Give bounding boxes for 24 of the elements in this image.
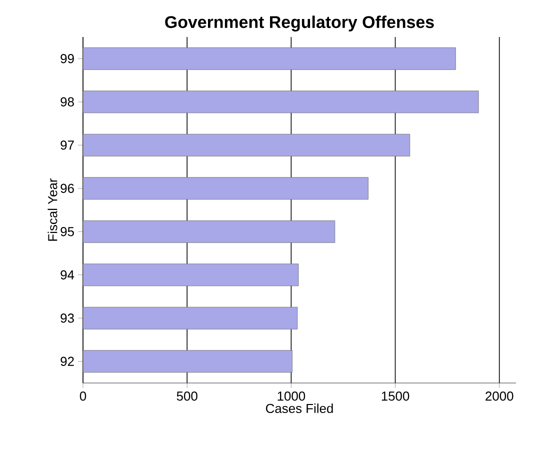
x-tick-label: 1500	[382, 392, 410, 401]
bar	[83, 220, 336, 243]
x-tick-label: 2000	[486, 392, 514, 401]
y-tick-label: 98	[60, 97, 74, 106]
y-tick-label: 94	[60, 270, 74, 280]
bar	[83, 350, 292, 373]
y-tick-label: 92	[60, 356, 74, 366]
x-tick-label: 500	[176, 392, 198, 401]
bar	[83, 264, 299, 286]
y-tick-label: 93	[60, 314, 74, 323]
y-tick-label: 97	[60, 140, 74, 150]
bar	[83, 47, 456, 70]
bar	[83, 177, 368, 200]
y-tick-label: 99	[60, 54, 74, 64]
y-tick-label: 95	[60, 227, 74, 236]
x-tick-label: 1000	[278, 392, 306, 401]
y-tick-label: 96	[60, 184, 74, 193]
x-tick-label: 0	[80, 392, 86, 401]
bar	[83, 134, 410, 156]
chart-title: Government Regulatory Offenses	[165, 16, 434, 32]
bar	[83, 306, 298, 330]
y-axis-title: Fiscal Year	[48, 178, 58, 241]
bar	[83, 90, 479, 114]
x-axis-title: Cases Filed	[266, 404, 333, 414]
